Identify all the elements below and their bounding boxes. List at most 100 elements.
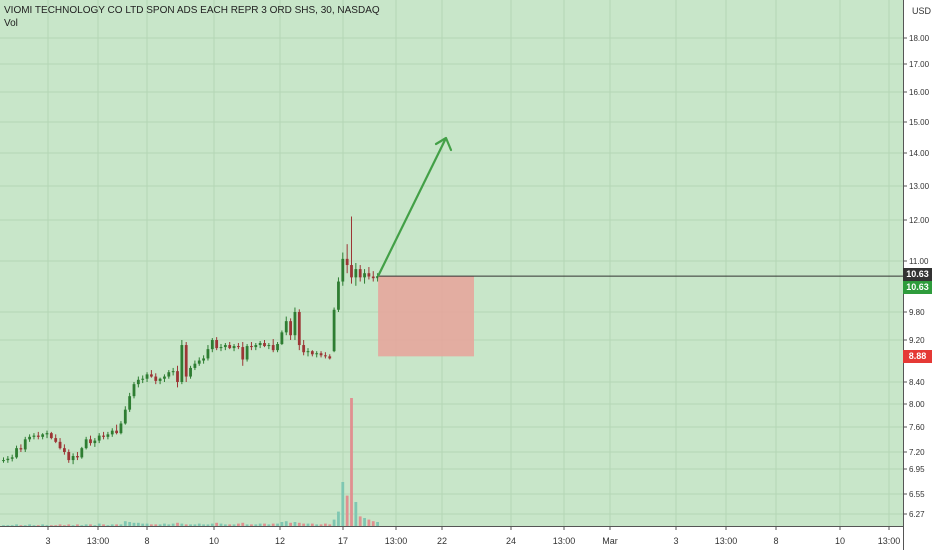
time-tick-label: 8 (773, 536, 778, 546)
price-tag-low: 8.88 (903, 350, 932, 364)
candle-body (145, 374, 149, 379)
price-tick-label: 11.00 (909, 257, 929, 266)
volume-bar (310, 523, 314, 526)
candle-body (306, 351, 310, 353)
candle-body (193, 363, 197, 368)
volume-bar (215, 522, 219, 526)
candle-body (237, 346, 240, 348)
candle-body (19, 448, 23, 450)
candle-body (54, 438, 58, 442)
volume-bar (328, 524, 332, 526)
volume-bar (232, 524, 236, 526)
candle-body (228, 345, 232, 349)
candle-body (350, 265, 353, 278)
candle-body (106, 434, 110, 437)
candle-body (324, 355, 327, 357)
volume-bar (254, 524, 258, 526)
volume-bar (258, 523, 262, 526)
plot-background (0, 0, 903, 550)
candle-body (206, 349, 210, 359)
volume-bar (284, 521, 288, 526)
volume-bar (223, 524, 227, 526)
price-tick-label: 6.95 (909, 465, 925, 474)
volume-bar (293, 522, 297, 526)
candle-body (154, 376, 158, 381)
volume-bar (106, 525, 110, 526)
target-range-box (378, 276, 474, 357)
candle-body (28, 436, 31, 440)
price-tick-label: 8.40 (909, 378, 925, 387)
candle-body (202, 358, 205, 361)
candle-body (158, 378, 162, 381)
volume-bar (163, 523, 166, 526)
time-tick-label: 10 (835, 536, 845, 546)
volume-bar (263, 523, 266, 526)
candle-body (171, 371, 175, 373)
candle-body (245, 346, 249, 360)
volume-bar (367, 519, 371, 526)
price-tick-label: 12.00 (909, 216, 930, 225)
candle-body (49, 433, 53, 439)
price-tick-label: 17.00 (909, 60, 930, 69)
volume-bar (354, 502, 358, 526)
candle-body (263, 343, 266, 347)
volume-bar (23, 525, 27, 526)
candle-body (141, 378, 145, 380)
candle-body (289, 321, 292, 336)
volume-bar (184, 524, 188, 526)
volume-bar (89, 524, 92, 526)
volume-bar (119, 524, 123, 526)
volume-bar (71, 525, 75, 526)
volume-bar (136, 522, 140, 526)
price-tick-label: 13.00 (909, 182, 930, 191)
candle-body (250, 346, 253, 348)
candle-body (132, 384, 136, 397)
candle-body (341, 258, 345, 282)
candle-body (128, 396, 132, 410)
volume-bar (145, 523, 149, 526)
volume-bar (197, 523, 201, 526)
volume-bar (15, 524, 18, 526)
volume-bar (115, 524, 118, 526)
candle-body (363, 273, 366, 278)
time-tick-label: 17 (338, 536, 348, 546)
volume-bar (271, 523, 275, 526)
candle-body (267, 345, 271, 347)
volume-bar (324, 523, 327, 526)
volume-bar (158, 524, 162, 526)
volume-bar (41, 524, 45, 526)
candle-body (345, 258, 349, 266)
candle-body (80, 448, 84, 458)
volume-bar (315, 524, 319, 526)
candle-body (45, 433, 49, 435)
volume-bar (19, 525, 23, 526)
volume-bar (237, 523, 240, 526)
volume-bar (171, 523, 175, 526)
candle-body (189, 367, 192, 377)
candle-body (163, 376, 166, 379)
volume-bar (10, 525, 14, 526)
volume-bar (167, 524, 171, 526)
volume-bar (128, 522, 132, 526)
price-tick-label: 6.55 (909, 490, 925, 499)
volume-bar (154, 524, 158, 526)
volume-bar (80, 525, 84, 526)
volume-bar (32, 525, 36, 526)
volume-bar (267, 524, 271, 526)
volume-bar (93, 525, 97, 526)
volume-bar (180, 523, 184, 526)
candle-body (315, 353, 319, 355)
candle-body (276, 344, 279, 351)
candle-body (280, 332, 284, 345)
price-axis-unit: USD (912, 6, 932, 16)
volume-bar (67, 524, 71, 526)
trend-arrow-line (377, 137, 447, 277)
time-tick-label: 3 (45, 536, 50, 546)
candle-body (297, 312, 301, 346)
volume-bar (202, 524, 205, 526)
candle-body (284, 321, 288, 333)
candle-body (358, 269, 362, 278)
volume-bar (132, 522, 136, 526)
